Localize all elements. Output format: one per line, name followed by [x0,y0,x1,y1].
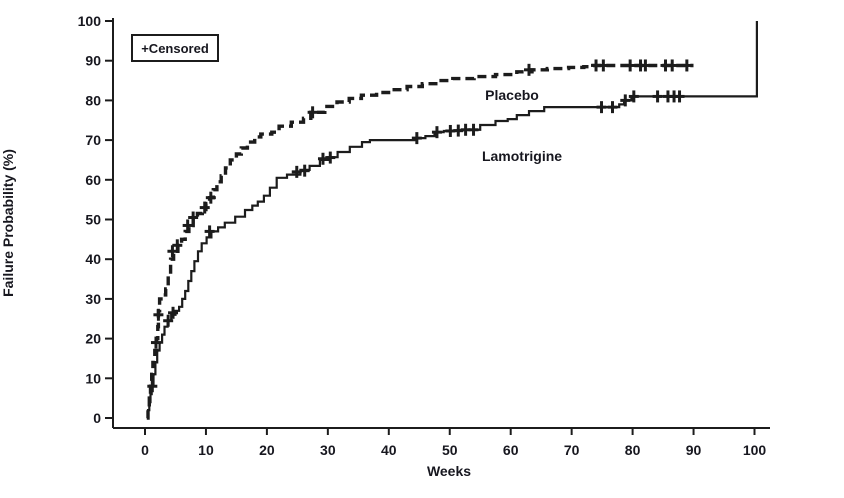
y-tick-label: 50 [85,212,101,228]
y-tick-label: 100 [78,13,102,29]
y-tick-label: 40 [85,251,101,267]
x-tick-label: 80 [625,442,641,458]
legend-censored-label: +Censored [141,40,209,56]
y-tick-label: 30 [85,291,101,307]
legend-box: +Censored [131,34,219,62]
x-tick-label: 20 [259,442,275,458]
x-tick-label: 90 [686,442,702,458]
x-tick-label: 50 [442,442,458,458]
x-axis-title: Weeks [426,463,472,479]
y-tick-label: 60 [85,172,101,188]
y-tick-label: 20 [85,331,101,347]
x-tick-label: 0 [141,442,149,458]
lamotrigine-series-label: Lamotrigine [481,148,563,164]
placebo-series-label: Placebo [485,87,539,103]
x-tick-label: 10 [198,442,214,458]
x-tick-label: 100 [743,442,767,458]
y-tick-label: 90 [85,53,101,69]
x-tick-label: 40 [381,442,397,458]
y-tick-label: 0 [93,410,101,426]
y-tick-label: 70 [85,132,101,148]
y-tick-label: 80 [85,92,101,108]
series-curve-placebo [146,63,694,420]
x-tick-label: 70 [564,442,580,458]
x-tick-label: 30 [320,442,336,458]
y-tick-label: 10 [85,370,101,386]
x-tick-label: 60 [503,442,519,458]
y-axis-title: Failure Probability (%) [0,149,16,297]
series-curve-lamotrigine [146,21,758,420]
